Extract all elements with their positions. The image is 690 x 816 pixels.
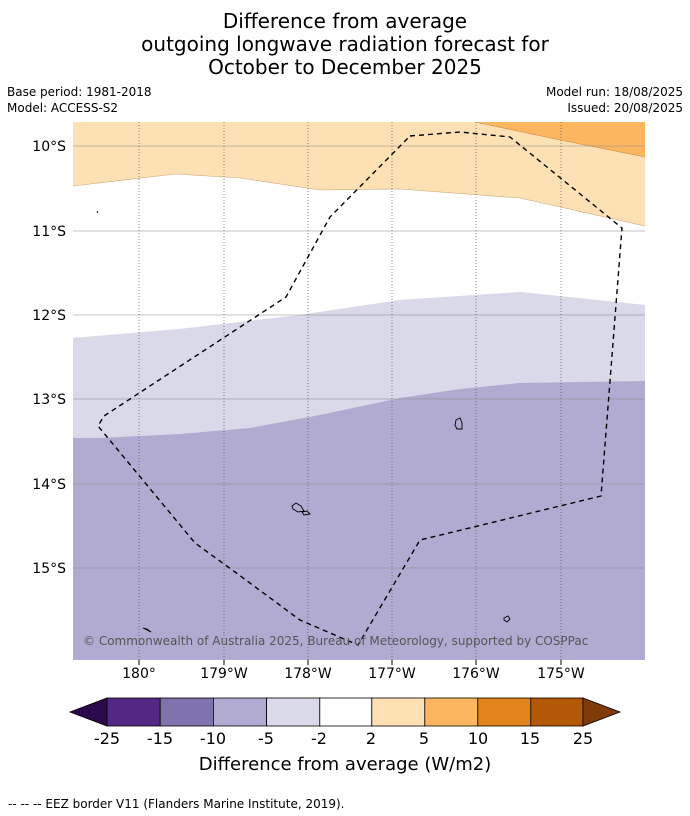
colorbar-tick-9: 15: [520, 729, 540, 748]
lon-label-175w: 175°W: [537, 666, 585, 682]
title-line-2: outgoing longwave radiation forecast for: [141, 32, 549, 56]
colorbar-tick-1: -25: [94, 729, 120, 748]
lat-label-14s: 14°S: [32, 477, 66, 493]
band-purple-2-5: [73, 292, 645, 438]
colorbar-segment-4: [266, 697, 321, 727]
lat-label-11s: 11°S: [32, 224, 66, 240]
colorbar-segment-7: [424, 697, 479, 727]
colorbar-segment-2: [159, 697, 214, 727]
forecast-map: © Commonwealth of Australia 2025, Bureau…: [32, 122, 645, 775]
eez-legend: -- -- -- EEZ border V11 (Flanders Marine…: [8, 797, 345, 811]
colorbar-segment-9: [530, 697, 584, 727]
colorbar-segment-5: [319, 697, 373, 727]
colorbar-segment-1: [106, 697, 161, 727]
model-run: Model run: 18/08/2025: [545, 85, 683, 99]
colorbar-tick-10: 25: [573, 729, 593, 748]
issued-date: Issued: 20/08/2025: [567, 101, 683, 115]
lat-label-13s: 13°S: [32, 392, 66, 408]
base-period: Base period: 1981-2018: [7, 85, 152, 99]
map-area: [73, 122, 645, 660]
copyright-text: © Commonwealth of Australia 2025, Bureau…: [83, 634, 588, 648]
colorbar-tick-5: -2: [311, 729, 327, 748]
band-white-neutral: [73, 174, 645, 338]
colorbar-tick-4: -5: [258, 729, 274, 748]
colorbar: [68, 697, 622, 727]
colorbar-tick-2: -15: [147, 729, 173, 748]
lon-label-179w: 179°W: [200, 666, 248, 682]
lat-label-15s: 15°S: [32, 561, 66, 577]
lon-label-176w: 176°W: [452, 666, 500, 682]
colorbar-segment-8: [477, 697, 532, 727]
colorbar-tick-6: 2: [366, 729, 376, 748]
colorbar-over-arrow: [582, 697, 622, 727]
colorbar-under-arrow: [68, 697, 108, 727]
colorbar-tick-8: 10: [468, 729, 488, 748]
colorbar-tick-7: 5: [419, 729, 429, 748]
lon-label-177w: 177°W: [368, 666, 416, 682]
colorbar-tick-3: -10: [200, 729, 226, 748]
lat-label-10s: 10°S: [32, 139, 66, 155]
lon-label-180: 180°: [122, 666, 156, 682]
colorbar-segment-6: [371, 697, 426, 727]
colorbar-segment-3: [212, 697, 267, 727]
band-orange-2-5: [73, 122, 645, 226]
title-line-3: October to December 2025: [208, 55, 482, 79]
lon-label-178w: 178°W: [284, 666, 332, 682]
model-name: Model: ACCESS-S2: [7, 101, 119, 115]
island-outlines: [96, 210, 511, 633]
eez-border: [97, 131, 623, 646]
title-line-1: Difference from average: [222, 9, 468, 33]
colorbar-label: Difference from average (W/m2): [199, 754, 491, 775]
lat-label-12s: 12°S: [32, 308, 66, 324]
latitude-gridlines: [73, 145, 645, 569]
